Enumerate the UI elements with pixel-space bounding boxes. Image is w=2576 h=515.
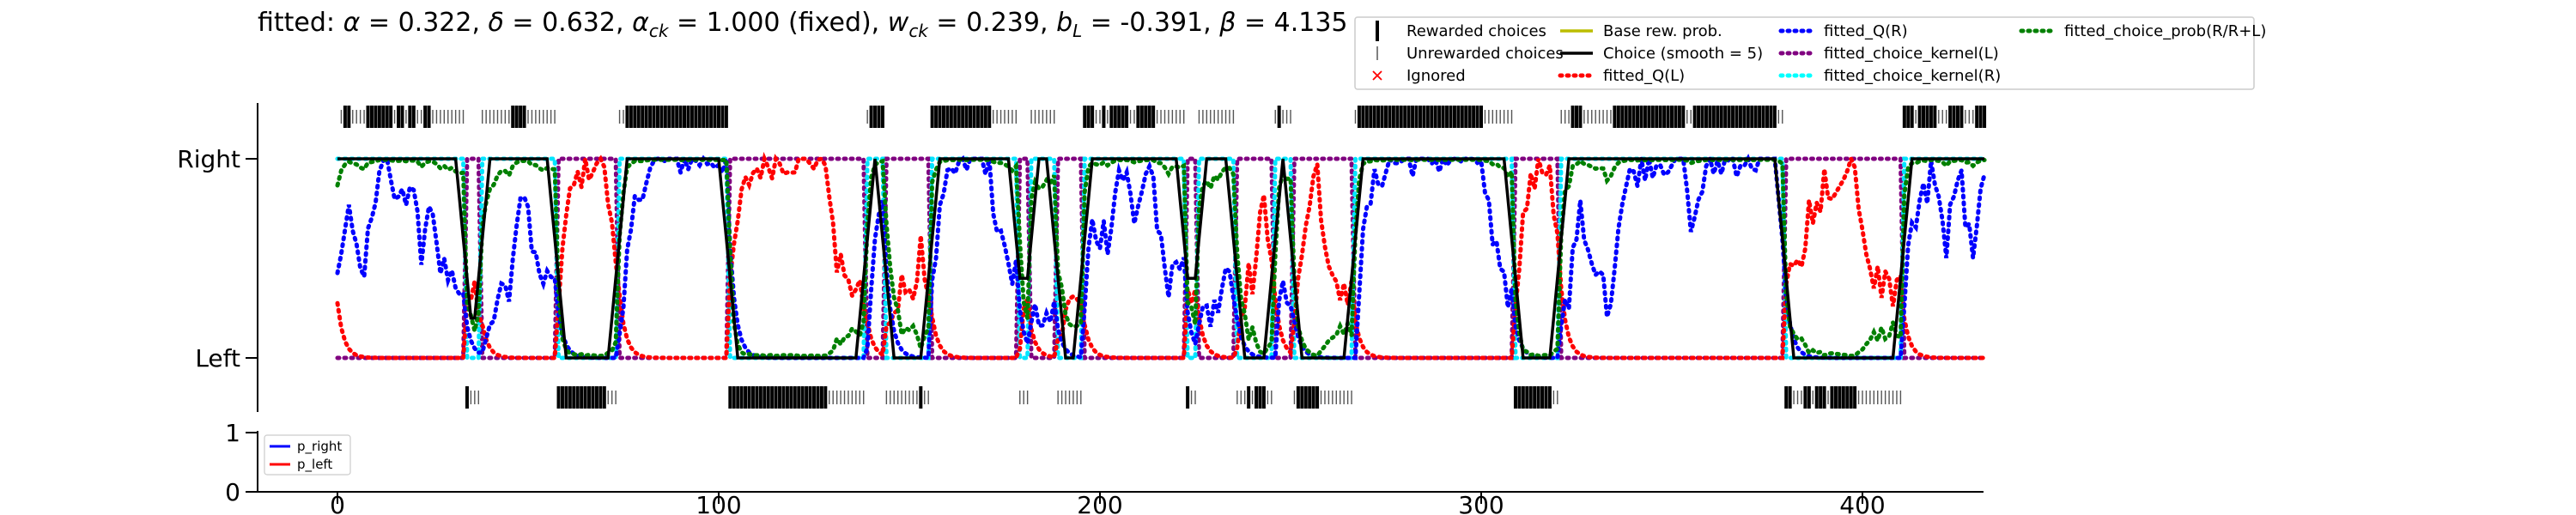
choice-kernel-left-line	[335, 156, 1987, 360]
smoothed-choice-line	[337, 157, 1985, 360]
choice-history-chart: Right Left	[177, 103, 1987, 412]
legend-label: fitted_choice_kernel(L)	[1824, 45, 1999, 63]
q-left-line	[335, 151, 1987, 360]
legend-entry: fitted_Q(L)	[1558, 67, 1685, 85]
ytick-label-right: Right	[177, 145, 240, 173]
legend-label: fitted_choice_prob(R/R+L)	[2064, 22, 2266, 40]
legend-label: Unrewarded choices	[1406, 45, 1564, 63]
prob-ytick-label-0: 0	[225, 478, 240, 506]
legend-label: fitted_Q(R)	[1824, 22, 1908, 40]
legend-label: Choice (smooth = 5)	[1603, 45, 1763, 63]
chart-title: fitted: α = 0.322, δ = 0.632, αck = 1.00…	[258, 8, 1348, 41]
choice-kernel-right-line	[335, 156, 1987, 360]
series-layer	[335, 151, 1987, 360]
p-left-legend-label: p_left	[297, 457, 332, 473]
reward-probability-chart: 1 0 0 100 200 300 400 p_right p_left	[225, 419, 1984, 515]
prob-xtick-label: 100	[696, 491, 741, 515]
prob-ytick-label-1: 1	[225, 419, 240, 447]
choice-prob-line	[335, 157, 1987, 359]
legend-entry: Choice (smooth = 5)	[1560, 45, 1763, 63]
main-legend: Rewarded choices Unrewarded choices Ignore…	[1354, 16, 2266, 90]
legend-entry: fitted_choice_prob(R/R+L)	[2019, 22, 2266, 40]
legend-entry: Rewarded choices	[1376, 21, 1546, 41]
prob-legend: p_right p_left	[264, 434, 351, 476]
prob-xtick-label: 0	[330, 491, 345, 515]
legend-entry: Ignored	[1372, 67, 1466, 85]
legend-entry: Base rew. prob.	[1560, 22, 1722, 40]
legend-label: Ignored	[1406, 67, 1466, 85]
legend-label: fitted_Q(L)	[1603, 67, 1685, 85]
prob-x-ticks: 0 100 200 300 400	[330, 491, 1886, 515]
ytick-label-left: Left	[195, 344, 240, 373]
left-choice-raster	[465, 386, 1902, 409]
prob-xtick-label: 400	[1839, 491, 1885, 515]
legend-label: fitted_choice_kernel(R)	[1824, 67, 2001, 85]
legend-entry: fitted_Q(R)	[1778, 22, 1908, 40]
q-right-line	[335, 151, 1987, 360]
legend-label: Base rew. prob.	[1603, 22, 1722, 40]
legend-cross-swatch	[1372, 70, 1382, 81]
legend-entry: fitted_choice_kernel(R)	[1778, 67, 2001, 85]
p-right-legend-label: p_right	[297, 439, 342, 455]
prob-xtick-label: 200	[1077, 491, 1122, 515]
prob-xtick-label: 300	[1458, 491, 1504, 515]
legend-label: Rewarded choices	[1406, 22, 1546, 40]
legend-entry: fitted_choice_kernel(L)	[1778, 45, 1999, 63]
right-choice-raster	[340, 106, 1987, 128]
legend-entry: Unrewarded choices	[1376, 45, 1564, 63]
